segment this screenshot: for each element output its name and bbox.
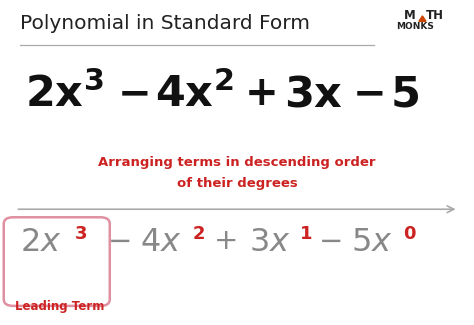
FancyBboxPatch shape: [4, 217, 110, 306]
Text: Arranging terms in descending order: Arranging terms in descending order: [98, 156, 376, 169]
Text: TH: TH: [426, 9, 444, 22]
Text: MONKS: MONKS: [396, 22, 434, 31]
Text: $\mathbf{1}$: $\mathbf{1}$: [299, 225, 312, 243]
Text: $4x$: $4x$: [140, 227, 182, 258]
Text: $\mathbf{+}$: $\mathbf{+}$: [244, 74, 275, 114]
Polygon shape: [419, 16, 426, 21]
Text: Leading Term: Leading Term: [15, 300, 104, 313]
Text: $\mathbf{3x}$: $\mathbf{3x}$: [284, 74, 343, 116]
Text: $-$: $-$: [108, 227, 131, 255]
Text: $\mathbf{0}$: $\mathbf{0}$: [403, 225, 417, 243]
Text: of their degrees: of their degrees: [177, 177, 297, 190]
Text: M: M: [404, 9, 416, 22]
Text: $\mathbf{4x^2}$: $\mathbf{4x^2}$: [155, 74, 233, 116]
Text: $\mathbf{-}$: $\mathbf{-}$: [353, 74, 384, 114]
Text: $\mathbf{3}$: $\mathbf{3}$: [74, 225, 88, 243]
Text: $\mathbf{2x^3}$: $\mathbf{2x^3}$: [25, 74, 103, 116]
Text: $2x$: $2x$: [20, 227, 62, 258]
Text: $\mathbf{-}$: $\mathbf{-}$: [117, 74, 148, 114]
Text: Polynomial in Standard Form: Polynomial in Standard Form: [20, 14, 310, 33]
Text: $\mathbf{2}$: $\mathbf{2}$: [192, 225, 205, 243]
Text: $\mathbf{5}$: $\mathbf{5}$: [390, 74, 419, 116]
Text: $5x$: $5x$: [351, 227, 392, 258]
Text: $-$: $-$: [318, 227, 341, 255]
Text: $3x$: $3x$: [249, 227, 291, 258]
Text: $+$: $+$: [213, 227, 237, 255]
